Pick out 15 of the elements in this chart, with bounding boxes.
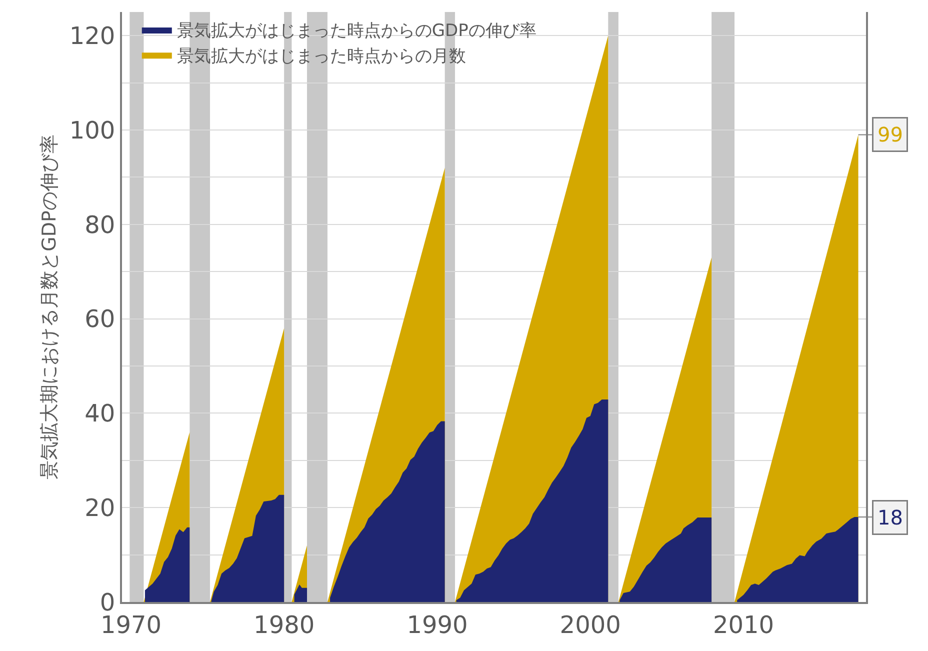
annotation: 18 — [878, 506, 903, 530]
y-tick-label: 120 — [69, 22, 116, 50]
y-tick-label: 60 — [84, 305, 116, 334]
y-tick-label: 100 — [69, 116, 116, 144]
x-tick-label: 2000 — [560, 610, 621, 639]
legend-label: 景気拡大がはじまった時点からの月数 — [176, 46, 466, 66]
annotation: 99 — [878, 122, 903, 146]
y-tick-label: 20 — [84, 494, 116, 522]
x-tick-label: 2010 — [712, 610, 774, 639]
y-axis-title: 景気拡大期における月数とGDPの伸び率 — [38, 134, 61, 480]
legend-label: 景気拡大がはじまった時点からのGDPの伸び率 — [176, 21, 536, 42]
y-tick-label: 80 — [84, 210, 116, 239]
x-tick-label: 1990 — [406, 610, 468, 639]
y-tick-label: 40 — [84, 400, 116, 428]
x-tick-label: 1980 — [254, 610, 315, 639]
